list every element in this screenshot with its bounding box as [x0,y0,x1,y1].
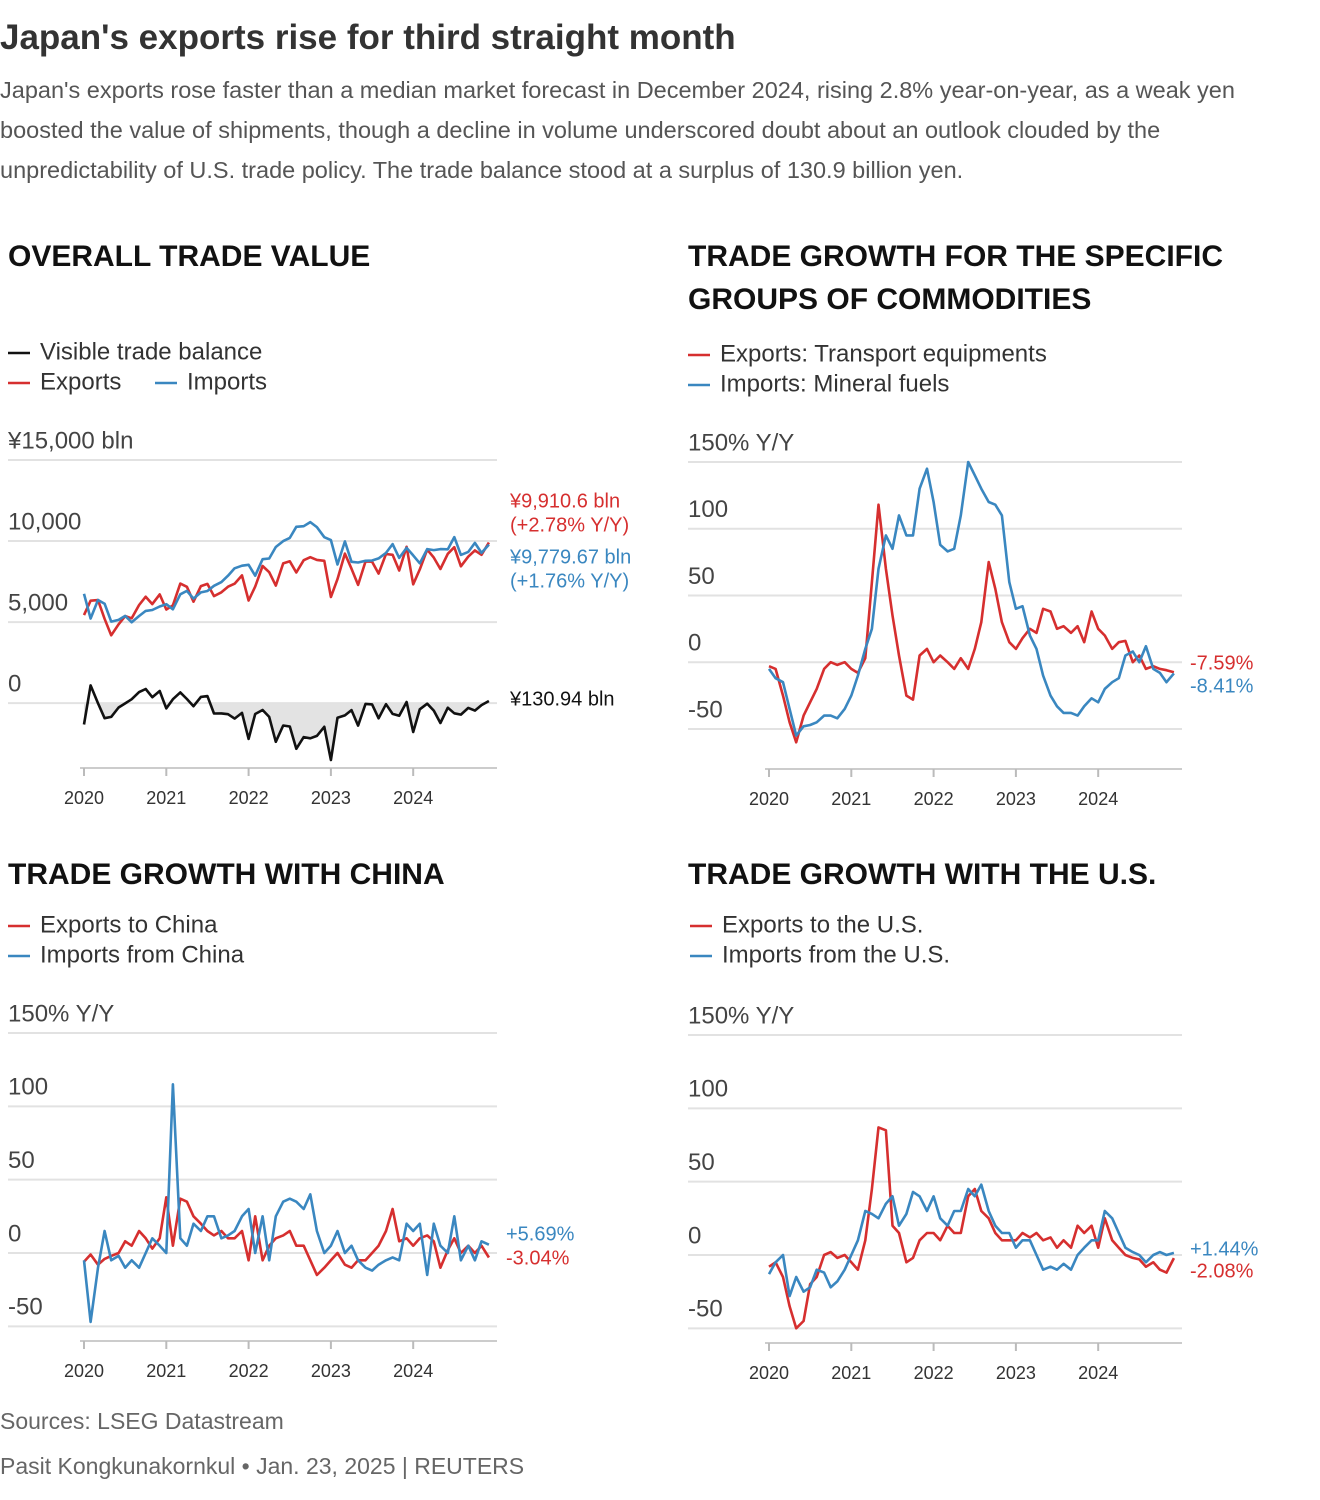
panel-title: TRADE GROWTH FOR THE SPECIFIC GROUPS OF … [688,240,1223,316]
x-tick-label: 2021 [146,788,186,808]
series-line [767,1183,1175,1298]
y-tick-label: 0 [688,630,701,657]
legend-label: Visible trade balance [40,338,262,365]
end-label: ¥9,910.6 bln [509,490,620,512]
series-line [82,520,490,624]
x-tick-label: 2022 [229,788,269,808]
end-label: -8.41% [1190,675,1254,697]
panel-title: TRADE GROWTH WITH THE U.S. [688,858,1157,891]
panel-title: TRADE GROWTH WITH CHINA [8,858,445,891]
y-tick-label: ¥15,000 bln [7,427,133,454]
page-title: Japan's exports rise for third straight … [0,18,736,57]
legend-label: Exports to the U.S. [722,911,923,938]
y-tick-label: 150% Y/Y [688,1002,794,1029]
y-tick-label: 100 [688,1076,728,1103]
x-tick-label: 2021 [146,1361,186,1381]
series-line [82,1083,490,1324]
x-tick-label: 2024 [393,1361,433,1381]
end-label: +5.69% [506,1223,575,1245]
y-tick-label: 5,000 [8,589,68,616]
y-tick-label: 150% Y/Y [8,1000,114,1027]
y-tick-label: 50 [688,1149,715,1176]
y-tick-label: 10,000 [8,508,81,535]
x-tick-label: 2022 [914,1363,954,1383]
x-tick-label: 2021 [831,789,871,809]
x-tick-label: 2024 [1078,789,1118,809]
end-label: -3.04% [506,1247,570,1269]
x-tick-label: 2021 [831,1363,871,1383]
legend-label: Imports from the U.S. [722,941,950,968]
x-tick-label: 2023 [311,788,351,808]
y-tick-label: -50 [688,1296,723,1323]
series-line [82,541,491,637]
credit: Pasit Kongkunakornkul • Jan. 23, 2025 | … [0,1453,525,1479]
y-tick-label: 0 [8,671,21,698]
x-tick-label: 2024 [393,788,433,808]
x-tick-label: 2020 [64,1361,104,1381]
legend-label: Exports [40,368,121,395]
x-tick-label: 2023 [996,1363,1036,1383]
x-tick-label: 2022 [914,789,954,809]
y-tick-label: 0 [688,1222,701,1249]
y-tick-label: 100 [8,1074,48,1101]
x-tick-label: 2024 [1078,1363,1118,1383]
y-tick-label: 0 [8,1220,21,1247]
deficit-area [84,703,489,760]
end-label: ¥9,779.67 bln [509,546,631,568]
end-label: (+2.78% Y/Y) [510,514,629,536]
y-tick-label: 50 [688,563,715,590]
x-tick-label: 2020 [64,788,104,808]
y-tick-label: 100 [688,496,728,523]
y-tick-label: -50 [688,696,723,723]
x-tick-label: 2023 [311,1361,351,1381]
legend-label: Imports: Mineral fuels [720,370,949,397]
legend-label: Exports to China [40,911,218,938]
end-label: -2.08% [1190,1260,1254,1282]
source: Sources: LSEG Datastream [0,1408,284,1434]
x-tick-label: 2023 [996,789,1036,809]
series-line [768,1126,1176,1330]
end-label: ¥130.94 bln [509,688,615,710]
y-tick-label: 50 [8,1147,35,1174]
x-tick-label: 2020 [749,1363,789,1383]
x-tick-label: 2020 [749,789,789,809]
panel-title: OVERALL TRADE VALUE [8,240,371,273]
legend-label: Exports: Transport equipments [720,340,1047,367]
end-label: +1.44% [1190,1238,1259,1260]
legend-label: Imports [187,368,267,395]
series-line [768,503,1175,744]
y-tick-label: 150% Y/Y [688,429,794,456]
series-line [767,460,1175,737]
end-label: (+1.76% Y/Y) [510,570,629,592]
y-tick-label: -50 [8,1294,43,1321]
series-line [82,684,490,762]
legend-label: Imports from China [40,941,245,968]
x-tick-label: 2022 [229,1361,269,1381]
page-subtitle: Japan's exports rose faster than a media… [0,77,1235,183]
end-label: -7.59% [1190,652,1254,674]
